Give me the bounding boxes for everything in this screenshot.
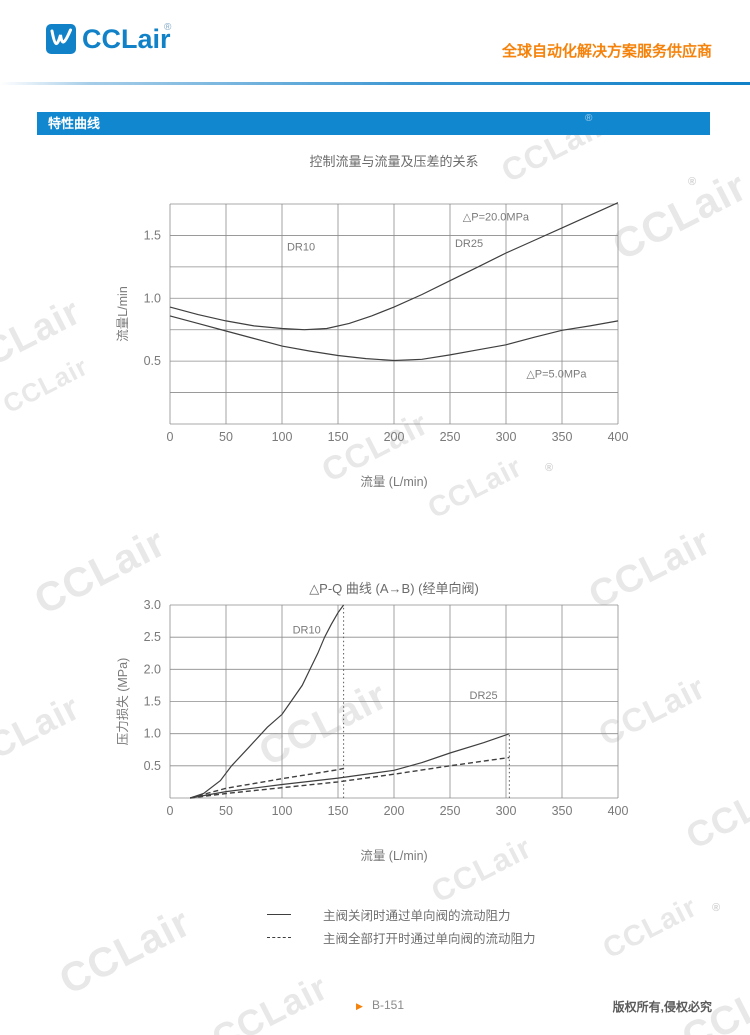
legend-label: 主阀关闭时通过单向阀的流动阻力	[323, 909, 511, 923]
y-tick-label: 3.0	[144, 598, 161, 612]
y-tick-label: 2.0	[144, 662, 161, 676]
section-title: 特性曲线	[48, 116, 101, 131]
x-axis-label: 流量 (L/min)	[360, 475, 427, 489]
curve-annotation: △P=20.0MPa	[463, 212, 530, 224]
y-tick-label: 1.0	[144, 291, 161, 305]
brand-logo	[46, 24, 76, 54]
brand-name: CCLair	[82, 24, 171, 54]
watermark-registered-icon: ®	[712, 902, 721, 914]
x-tick-label: 50	[219, 430, 233, 444]
legend-item: 主阀关闭时通过单向阀的流动阻力	[267, 903, 536, 926]
x-tick-label: 400	[608, 804, 629, 818]
footer-copyright: 版权所有,侵权必究	[612, 1000, 712, 1014]
x-tick-label: 0	[167, 430, 174, 444]
y-tick-label: 1.5	[144, 695, 161, 709]
legend-item: 主阀全部打开时通过单向阀的流动阻力	[267, 926, 536, 949]
y-tick-label: 2.5	[144, 630, 161, 644]
watermark: CCLair	[51, 898, 198, 1004]
watermark: CCLair	[598, 890, 703, 966]
watermark-registered-icon: ®	[545, 462, 554, 474]
x-tick-label: 300	[496, 804, 517, 818]
dashed-line-sample-icon	[267, 937, 291, 938]
section-banner: 特性曲线 ®	[37, 112, 710, 135]
x-tick-label: 250	[440, 430, 461, 444]
series-curve	[169, 315, 619, 362]
x-tick-label: 400	[608, 430, 629, 444]
curve-annotation: DR25	[470, 690, 498, 702]
x-tick-label: 300	[496, 430, 517, 444]
flow-vs-pressure-chart: 0 50 100 150 200 250 300 350 400 0.5 1.0 1.5 DR10 DR2…	[116, 202, 629, 489]
series-curve	[190, 767, 344, 799]
x-tick-label: 350	[552, 804, 573, 818]
series-curve	[190, 756, 510, 799]
watermark: CCLair	[205, 966, 335, 1035]
curve-annotation: DR10	[293, 624, 321, 636]
brand-swoosh-icon	[50, 28, 72, 45]
x-tick-label: 50	[219, 804, 233, 818]
chart2-title: △P-Q 曲线 (A→B) (经单向阀)	[309, 581, 479, 596]
footer-page-number: B-151	[372, 998, 405, 1012]
y-tick-label: 0.5	[144, 354, 161, 368]
x-tick-label: 0	[167, 804, 174, 818]
x-tick-label: 150	[328, 804, 349, 818]
x-tick-label: 350	[552, 430, 573, 444]
series-curve	[169, 202, 619, 331]
brand-registered-icon: ®	[164, 22, 172, 33]
legend-label: 主阀全部打开时通过单向阀的流动阻力	[323, 932, 536, 946]
y-axis-label: 压力损失 (MPa)	[115, 658, 130, 746]
page-marker-icon: ▶	[356, 1001, 363, 1011]
header-divider	[0, 82, 750, 85]
banner-registered-icon: ®	[585, 113, 593, 124]
pressure-loss-chart: 0 50 100 150 200 250 300 350 400 0.5 1.0 1.5 2.0 2.5 3…	[115, 598, 629, 863]
chart1-title: 控制流量与流量及压差的关系	[309, 154, 479, 169]
header-slogan: 全球自动化解决方案服务供应商	[501, 43, 712, 60]
solid-line-sample-icon	[267, 914, 291, 915]
curve-annotation: DR25	[455, 238, 483, 250]
x-axis-label: 流量 (L/min)	[360, 849, 427, 863]
series-curve	[190, 604, 345, 799]
x-tick-label: 200	[384, 804, 405, 818]
chart2-legend: 主阀关闭时通过单向阀的流动阻力 主阀全部打开时通过单向阀的流动阻力	[267, 903, 536, 949]
x-tick-label: 100	[272, 430, 293, 444]
x-tick-label: 100	[272, 804, 293, 818]
y-axis-label: 流量L/min	[116, 286, 130, 342]
curve-annotation: △P=5.0MPa	[526, 369, 587, 381]
x-tick-label: 250	[440, 804, 461, 818]
x-tick-label: 150	[328, 430, 349, 444]
curve-annotation: DR10	[287, 242, 315, 254]
x-tick-label: 200	[384, 430, 405, 444]
y-tick-label: 1.5	[144, 228, 161, 242]
y-tick-label: 1.0	[144, 727, 161, 741]
watermark-registered-icon: ®	[688, 176, 697, 188]
series-curve	[190, 733, 510, 799]
y-tick-label: 0.5	[144, 759, 161, 773]
